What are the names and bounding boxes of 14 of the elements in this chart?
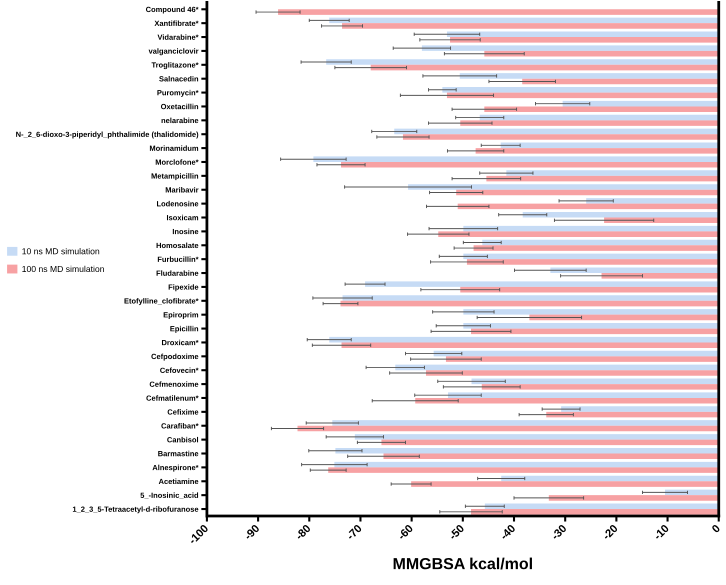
x-tick-label: -60 (397, 524, 414, 540)
x-tick-label: -50 (448, 524, 465, 540)
x-tick-label: -10 (653, 524, 670, 540)
x-tick-label: 0 (711, 524, 721, 534)
legend-label: 10 ns MD simulation (22, 248, 100, 254)
x-tick-label: -20 (602, 524, 618, 540)
legend-label: 100 ns MD simulation (22, 266, 104, 272)
x-tick-label: -70 (346, 524, 362, 540)
x-tick-label: -30 (550, 524, 567, 540)
x-tick-label: -40 (500, 524, 516, 540)
x-tick-label: -100 (188, 524, 209, 545)
x-tick-label: -90 (244, 524, 260, 540)
x-tick-label: -80 (294, 524, 312, 540)
x-axis-title: MMGBSA kcal/mol (394, 558, 532, 570)
